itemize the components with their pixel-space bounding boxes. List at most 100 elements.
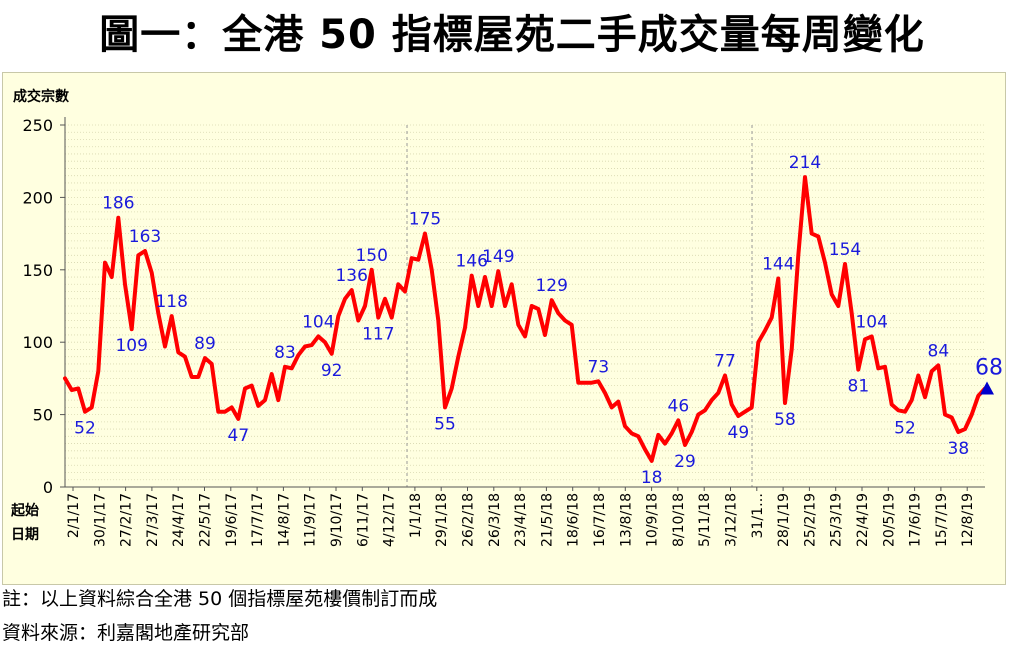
data-point: [856, 368, 860, 372]
data-point: [676, 418, 680, 422]
data-point: [163, 344, 167, 349]
data-point: [176, 350, 180, 354]
data-point: [796, 253, 800, 257]
data-point: [803, 175, 807, 179]
series-line: [63, 175, 987, 463]
data-point: [136, 253, 140, 257]
data-label: 109: [115, 336, 147, 356]
data-point: [570, 323, 574, 327]
data-point: [656, 433, 660, 437]
data-point: [923, 395, 927, 399]
data-point: [130, 327, 134, 331]
data-point: [490, 304, 494, 308]
x-tick-label: 3/12/18: [724, 493, 740, 547]
data-point: [743, 410, 747, 414]
data-point: [956, 430, 960, 434]
data-point: [870, 334, 874, 339]
data-point: [150, 271, 154, 275]
data-point: [543, 333, 547, 337]
data-label: 214: [789, 153, 821, 173]
data-point: [156, 311, 160, 315]
data-point: [496, 269, 500, 273]
data-label: 18: [641, 468, 663, 488]
data-point: [276, 398, 280, 402]
data-point: [103, 260, 107, 265]
data-point: [436, 318, 440, 323]
data-label: 38: [948, 439, 970, 459]
data-point: [963, 427, 967, 431]
x-tick-label: 22/5/17: [198, 493, 214, 547]
x-tick-label: 16/7/18: [592, 493, 608, 547]
x-tick-label: 19/6/17: [224, 493, 240, 547]
data-point: [750, 405, 754, 409]
data-point: [410, 256, 414, 260]
end-marker: [980, 381, 994, 395]
source-note: 資料來源：利嘉閣地產研究部: [2, 622, 250, 644]
data-label: 49: [728, 423, 750, 443]
x-tick-label: 30/1/17: [92, 493, 108, 547]
x-tick-label: 8/10/18: [671, 493, 687, 547]
data-point: [623, 424, 627, 428]
data-point: [876, 366, 880, 370]
data-point: [776, 276, 780, 281]
data-point: [943, 413, 947, 417]
x-tick-label: 20/5/19: [881, 493, 897, 547]
data-label: 92: [321, 361, 343, 381]
data-point: [183, 355, 187, 359]
x-tick-label: 12/8/19: [960, 493, 976, 547]
x-tick-label: 22/4/19: [855, 493, 871, 547]
data-point: [883, 365, 887, 369]
data-point: [850, 311, 854, 315]
data-point: [516, 323, 520, 327]
data-point: [663, 441, 667, 446]
data-label: 84: [928, 341, 950, 361]
series-group: [63, 175, 994, 463]
data-point: [910, 398, 914, 402]
data-point: [170, 314, 174, 318]
data-point: [123, 282, 127, 286]
data-point: [670, 431, 674, 436]
data-point: [816, 234, 820, 239]
data-point: [283, 365, 287, 369]
data-point: [330, 352, 334, 356]
y-tick-labels: 0 50 100 150 200 250: [22, 116, 65, 497]
x-tick-label: 24/4/17: [171, 493, 187, 547]
data-point: [510, 282, 514, 286]
data-point: [323, 340, 327, 344]
data-label: 55: [434, 414, 456, 434]
data-point: [390, 315, 394, 320]
x-tick-label: 21/5/18: [539, 493, 555, 547]
y-tick-label: 0: [43, 478, 53, 497]
data-point: [110, 275, 114, 279]
x-tick-label: 14/8/17: [276, 493, 292, 547]
data-point: [403, 289, 407, 294]
data-point: [563, 318, 567, 323]
y-tick-label: 50: [33, 406, 53, 425]
line-chart: 0 50 100 150 200 250 2/1/17 30/1/17 27/2/17 27/3…: [10, 88, 1003, 547]
data-point: [343, 297, 347, 301]
data-point: [903, 410, 907, 414]
data-point: [976, 394, 980, 398]
data-point: [616, 399, 620, 404]
x-tick-label: 27/3/17: [145, 493, 161, 547]
data-point: [376, 315, 380, 320]
data-point: [536, 307, 540, 311]
data-point: [243, 386, 247, 391]
data-point: [316, 334, 320, 339]
data-point: [550, 298, 554, 302]
data-point: [890, 402, 894, 407]
data-label: 146: [455, 252, 487, 272]
data-point: [710, 398, 714, 402]
data-point: [210, 362, 214, 366]
data-point: [756, 340, 760, 344]
data-point: [63, 376, 67, 380]
data-point: [350, 288, 354, 292]
data-point: [236, 417, 240, 421]
data-point: [370, 268, 374, 272]
x-tick-label: 17/6/19: [908, 493, 924, 547]
y-axis-label: 成交宗數: [13, 88, 69, 105]
data-point: [810, 232, 814, 236]
data-point: [770, 315, 774, 320]
data-point: [503, 304, 507, 308]
data-point: [696, 413, 700, 417]
